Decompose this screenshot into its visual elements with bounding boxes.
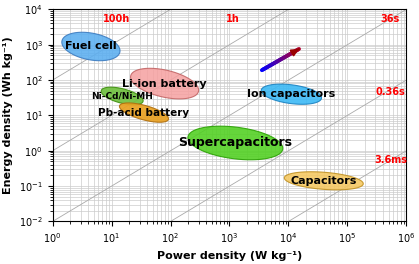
Text: 3.6ms: 3.6ms: [374, 155, 407, 165]
Polygon shape: [131, 68, 199, 99]
Y-axis label: Energy density (Wh kg⁻¹): Energy density (Wh kg⁻¹): [3, 36, 13, 194]
Text: 1h: 1h: [226, 14, 240, 23]
Polygon shape: [188, 126, 283, 160]
Text: Capacitors: Capacitors: [291, 176, 357, 186]
Polygon shape: [119, 103, 168, 122]
X-axis label: Power density (W kg⁻¹): Power density (W kg⁻¹): [157, 251, 302, 261]
Polygon shape: [62, 32, 120, 61]
Text: Li-ion battery: Li-ion battery: [122, 79, 207, 89]
Text: Ion capacitors: Ion capacitors: [247, 89, 336, 99]
Text: Fuel cell: Fuel cell: [65, 41, 117, 51]
Text: 100h: 100h: [103, 14, 130, 23]
Text: 0.36s: 0.36s: [375, 87, 405, 97]
Polygon shape: [285, 172, 363, 190]
Polygon shape: [261, 84, 321, 104]
Text: Pb-acid battery: Pb-acid battery: [98, 108, 189, 117]
Text: Ni-Cd/Ni-MH: Ni-Cd/Ni-MH: [91, 91, 153, 101]
Text: Supercapacitors: Supercapacitors: [178, 136, 292, 149]
Text: 36s: 36s: [381, 14, 400, 23]
Polygon shape: [101, 87, 143, 105]
